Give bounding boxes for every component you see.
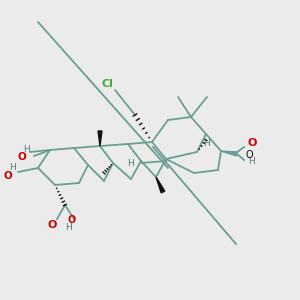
Polygon shape bbox=[98, 131, 102, 146]
Text: Cl: Cl bbox=[101, 79, 113, 89]
Text: O: O bbox=[248, 138, 257, 148]
Text: O: O bbox=[245, 150, 253, 160]
Text: O: O bbox=[4, 171, 12, 181]
Text: H: H bbox=[128, 158, 134, 167]
Polygon shape bbox=[221, 151, 237, 156]
Text: O: O bbox=[68, 215, 76, 225]
Text: H: H bbox=[248, 158, 255, 166]
Text: H: H bbox=[22, 145, 29, 154]
Text: H: H bbox=[202, 139, 209, 148]
Text: O: O bbox=[47, 220, 57, 230]
Text: H: H bbox=[64, 224, 71, 232]
Text: H: H bbox=[9, 164, 15, 172]
Text: O: O bbox=[18, 152, 26, 162]
Polygon shape bbox=[156, 177, 165, 193]
